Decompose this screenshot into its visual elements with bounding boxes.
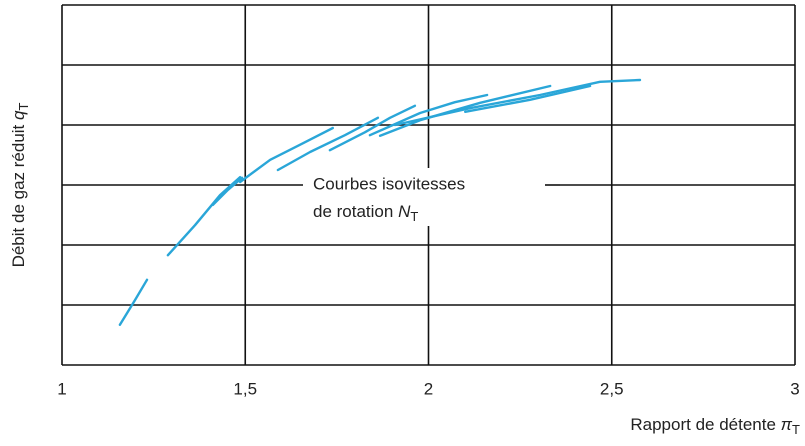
annotation-symbol: N xyxy=(398,202,411,221)
x-tick-label: 3 xyxy=(790,379,799,398)
x-tick-label: 2 xyxy=(424,379,433,398)
y-label-text: Débit de gaz réduit xyxy=(9,120,28,267)
curve xyxy=(328,104,417,152)
curves xyxy=(118,78,642,326)
curve xyxy=(393,78,642,127)
x-label-text: Rapport de détente xyxy=(630,415,780,434)
x-axis-label: Rapport de détente πT xyxy=(630,415,800,437)
x-tick-label: 1,5 xyxy=(233,379,257,398)
x-tick-label: 2,5 xyxy=(600,379,624,398)
annotation-line: de rotation NT xyxy=(313,202,418,224)
curve xyxy=(211,176,244,206)
grid xyxy=(61,4,796,366)
y-axis-label: Débit de gaz réduit qT xyxy=(9,103,31,268)
annotation: Courbes isovitesses de rotation NT xyxy=(303,168,560,226)
x-label-symbol: π xyxy=(781,415,793,434)
curve xyxy=(166,176,242,257)
annotation-line: Courbes isovitesses xyxy=(313,174,465,193)
curve xyxy=(464,84,592,113)
annotation-text: de rotation xyxy=(313,202,398,221)
curve xyxy=(238,126,334,184)
x-label-subscript: T xyxy=(792,422,800,437)
curve xyxy=(276,116,380,172)
annotation-background xyxy=(303,168,545,226)
annotation-subscript: T xyxy=(410,209,418,224)
curve xyxy=(118,278,149,326)
y-label-symbol: q xyxy=(9,110,28,120)
x-tick-label: 1 xyxy=(57,379,66,398)
y-label-subscript: T xyxy=(16,103,31,111)
